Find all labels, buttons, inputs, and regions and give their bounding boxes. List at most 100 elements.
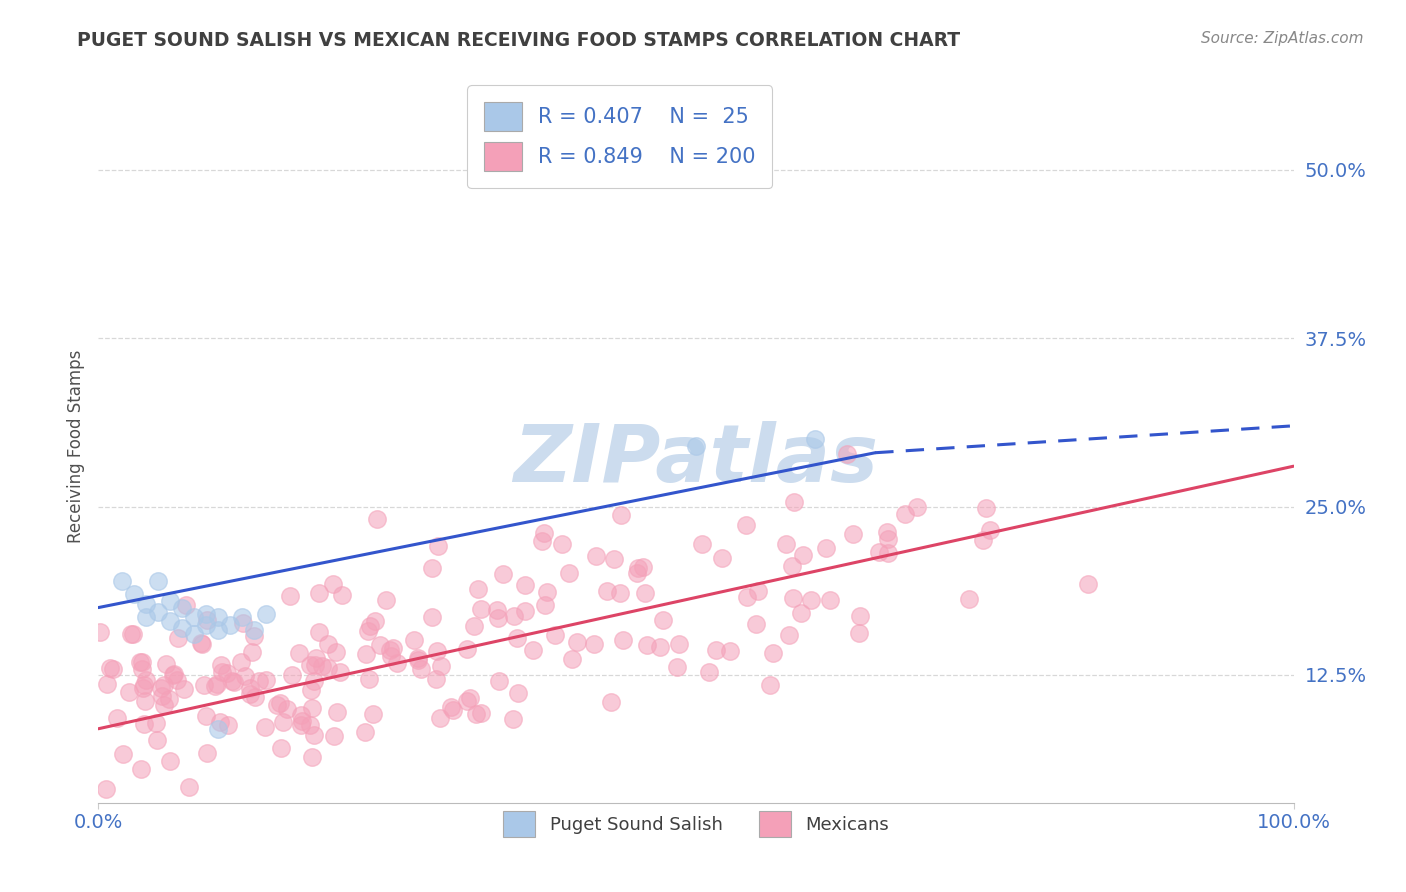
Point [89,625,111,640]
Point [254,607,277,622]
Point [380,648,402,663]
Point [243,690,266,705]
Point [135,610,157,624]
Point [229,656,252,670]
Point [152,698,174,713]
Point [239,681,262,695]
Point [166,673,188,687]
Point [506,631,529,645]
Point [183,610,205,624]
Point [536,585,558,599]
Point [626,566,648,581]
Point [735,518,758,533]
Point [183,627,205,641]
Point [877,546,900,560]
Point [247,673,270,688]
Point [266,698,288,713]
Point [111,747,134,761]
Point [207,610,229,624]
Point [876,525,898,540]
Point [375,593,398,607]
Point [301,750,323,764]
Point [172,600,194,615]
Point [240,645,263,659]
Point [134,694,156,708]
Point [464,706,486,721]
Point [318,661,340,675]
Point [583,637,606,651]
Point [242,629,264,643]
Point [567,635,589,649]
Point [427,539,450,553]
Point [492,566,515,581]
Point [425,672,447,686]
Point [135,597,157,611]
Point [291,714,314,729]
Point [420,610,443,624]
Point [868,545,890,559]
Point [132,716,155,731]
Point [530,533,553,548]
Point [359,672,381,686]
Point [440,699,463,714]
Point [692,537,714,551]
Point [370,638,392,652]
Point [304,657,326,672]
Point [162,668,184,682]
Point [207,624,229,638]
Point [411,662,433,676]
Point [173,681,195,696]
Point [775,536,797,550]
Point [311,658,333,673]
Point [366,512,388,526]
Point [718,643,741,657]
Point [402,632,425,647]
Y-axis label: Receiving Food Stamps: Receiving Food Stamps [66,350,84,542]
Point [385,656,408,670]
Point [458,690,481,705]
Point [269,696,291,710]
Point [131,655,153,669]
Point [668,637,690,651]
Point [905,500,928,514]
Point [205,677,228,691]
Point [800,592,823,607]
Point [298,657,321,672]
Point [308,624,330,639]
Point [359,619,381,633]
Point [330,588,353,602]
Point [467,582,489,596]
Point [128,655,150,669]
Point [254,673,277,687]
Point [515,577,537,591]
Point [842,527,865,541]
Point [354,648,377,662]
Point [120,627,142,641]
Point [609,585,631,599]
Point [522,642,544,657]
Point [408,651,430,665]
Point [204,680,226,694]
Point [172,621,194,635]
Point [804,432,827,446]
Point [325,644,347,658]
Point [243,624,266,638]
Point [157,692,180,706]
Point [470,602,492,616]
Point [195,618,218,632]
Point [463,619,485,633]
Point [211,665,233,679]
Point [551,537,574,551]
Point [146,733,169,747]
Point [685,439,707,453]
Point [648,640,671,654]
Legend: Puget Sound Salish, Mexicans: Puget Sound Salish, Mexicans [495,804,897,844]
Point [121,627,143,641]
Point [361,706,384,721]
Point [631,560,654,574]
Point [699,665,721,679]
Point [456,641,478,656]
Point [513,604,536,618]
Point [231,610,253,624]
Point [145,716,167,731]
